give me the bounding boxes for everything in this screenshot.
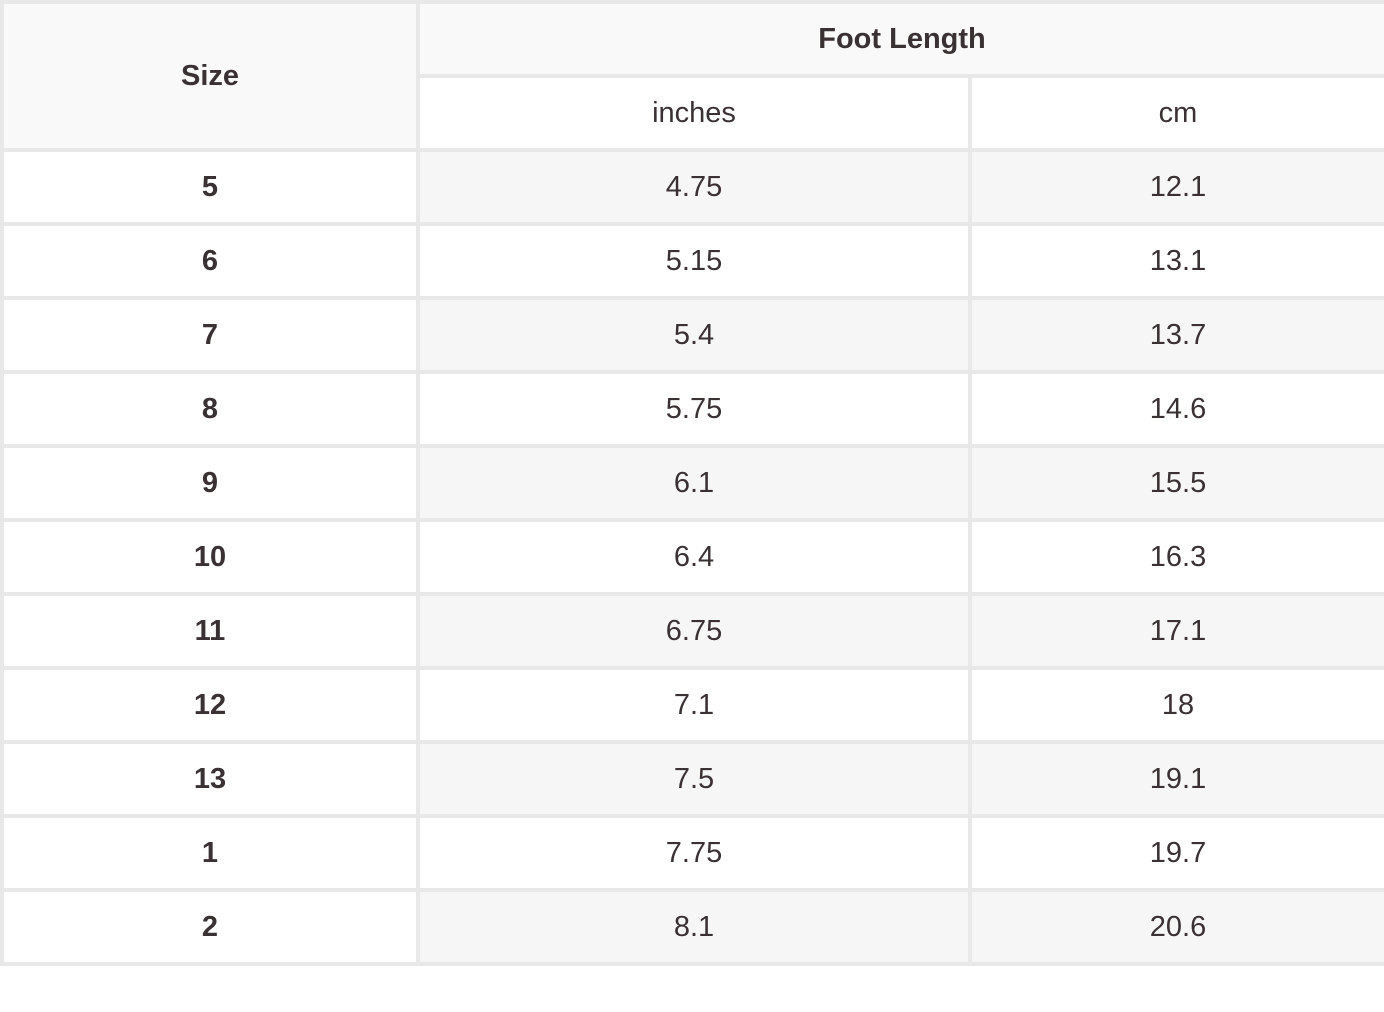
cm-cell: 14.6 <box>967 370 1384 448</box>
header-cm: cm <box>967 74 1384 152</box>
cm-cell: 18 <box>967 666 1384 744</box>
size-cell: 8 <box>0 370 420 448</box>
inches-cell: 8.1 <box>416 888 972 966</box>
table-row: 11 6.75 17.1 <box>0 592 1384 670</box>
table-row: 5 4.75 12.1 <box>0 148 1384 226</box>
inches-cell: 7.5 <box>416 740 972 818</box>
inches-cell: 4.75 <box>416 148 972 226</box>
inches-cell: 6.75 <box>416 592 972 670</box>
inches-cell: 6.4 <box>416 518 972 596</box>
table-row: 13 7.5 19.1 <box>0 740 1384 818</box>
size-cell: 9 <box>0 444 420 522</box>
cm-cell: 19.7 <box>967 814 1384 892</box>
inches-cell: 5.4 <box>416 296 972 374</box>
cm-cell: 19.1 <box>967 740 1384 818</box>
size-cell: 5 <box>0 148 420 226</box>
table-row: 10 6.4 16.3 <box>0 518 1384 596</box>
inches-cell: 5.15 <box>416 222 972 300</box>
size-cell: 1 <box>0 814 420 892</box>
inches-cell: 7.75 <box>416 814 972 892</box>
table-row: 8 5.75 14.6 <box>0 370 1384 448</box>
cm-cell: 15.5 <box>967 444 1384 522</box>
inches-cell: 5.75 <box>416 370 972 448</box>
header-foot-length: Foot Length <box>415 0 1384 78</box>
table-row: 7 5.4 13.7 <box>0 296 1384 374</box>
cm-cell: 12.1 <box>967 148 1384 226</box>
header-inches: inches <box>416 74 972 152</box>
inches-cell: 7.1 <box>416 666 972 744</box>
table-row: 1 7.75 19.7 <box>0 814 1384 892</box>
cm-cell: 13.7 <box>967 296 1384 374</box>
table-row: 2 8.1 20.6 <box>0 888 1384 966</box>
table-row: 9 6.1 15.5 <box>0 444 1384 522</box>
cm-cell: 16.3 <box>967 518 1384 596</box>
size-cell: 13 <box>0 740 420 818</box>
size-chart-table: Size Foot Length inches cm 5 4.75 12.1 6 5.1… <box>0 0 1384 966</box>
size-cell: 7 <box>0 296 420 374</box>
cm-cell: 13.1 <box>967 222 1384 300</box>
table-row: 12 7.1 18 <box>0 666 1384 744</box>
table-row: 6 5.15 13.1 <box>0 222 1384 300</box>
header-size: Size <box>0 0 420 152</box>
cm-cell: 17.1 <box>967 592 1384 670</box>
inches-cell: 6.1 <box>416 444 972 522</box>
size-cell: 11 <box>0 592 420 670</box>
size-cell: 10 <box>0 518 420 596</box>
cm-cell: 20.6 <box>967 888 1384 966</box>
size-cell: 2 <box>0 888 420 966</box>
size-cell: 12 <box>0 666 420 744</box>
size-cell: 6 <box>0 222 420 300</box>
